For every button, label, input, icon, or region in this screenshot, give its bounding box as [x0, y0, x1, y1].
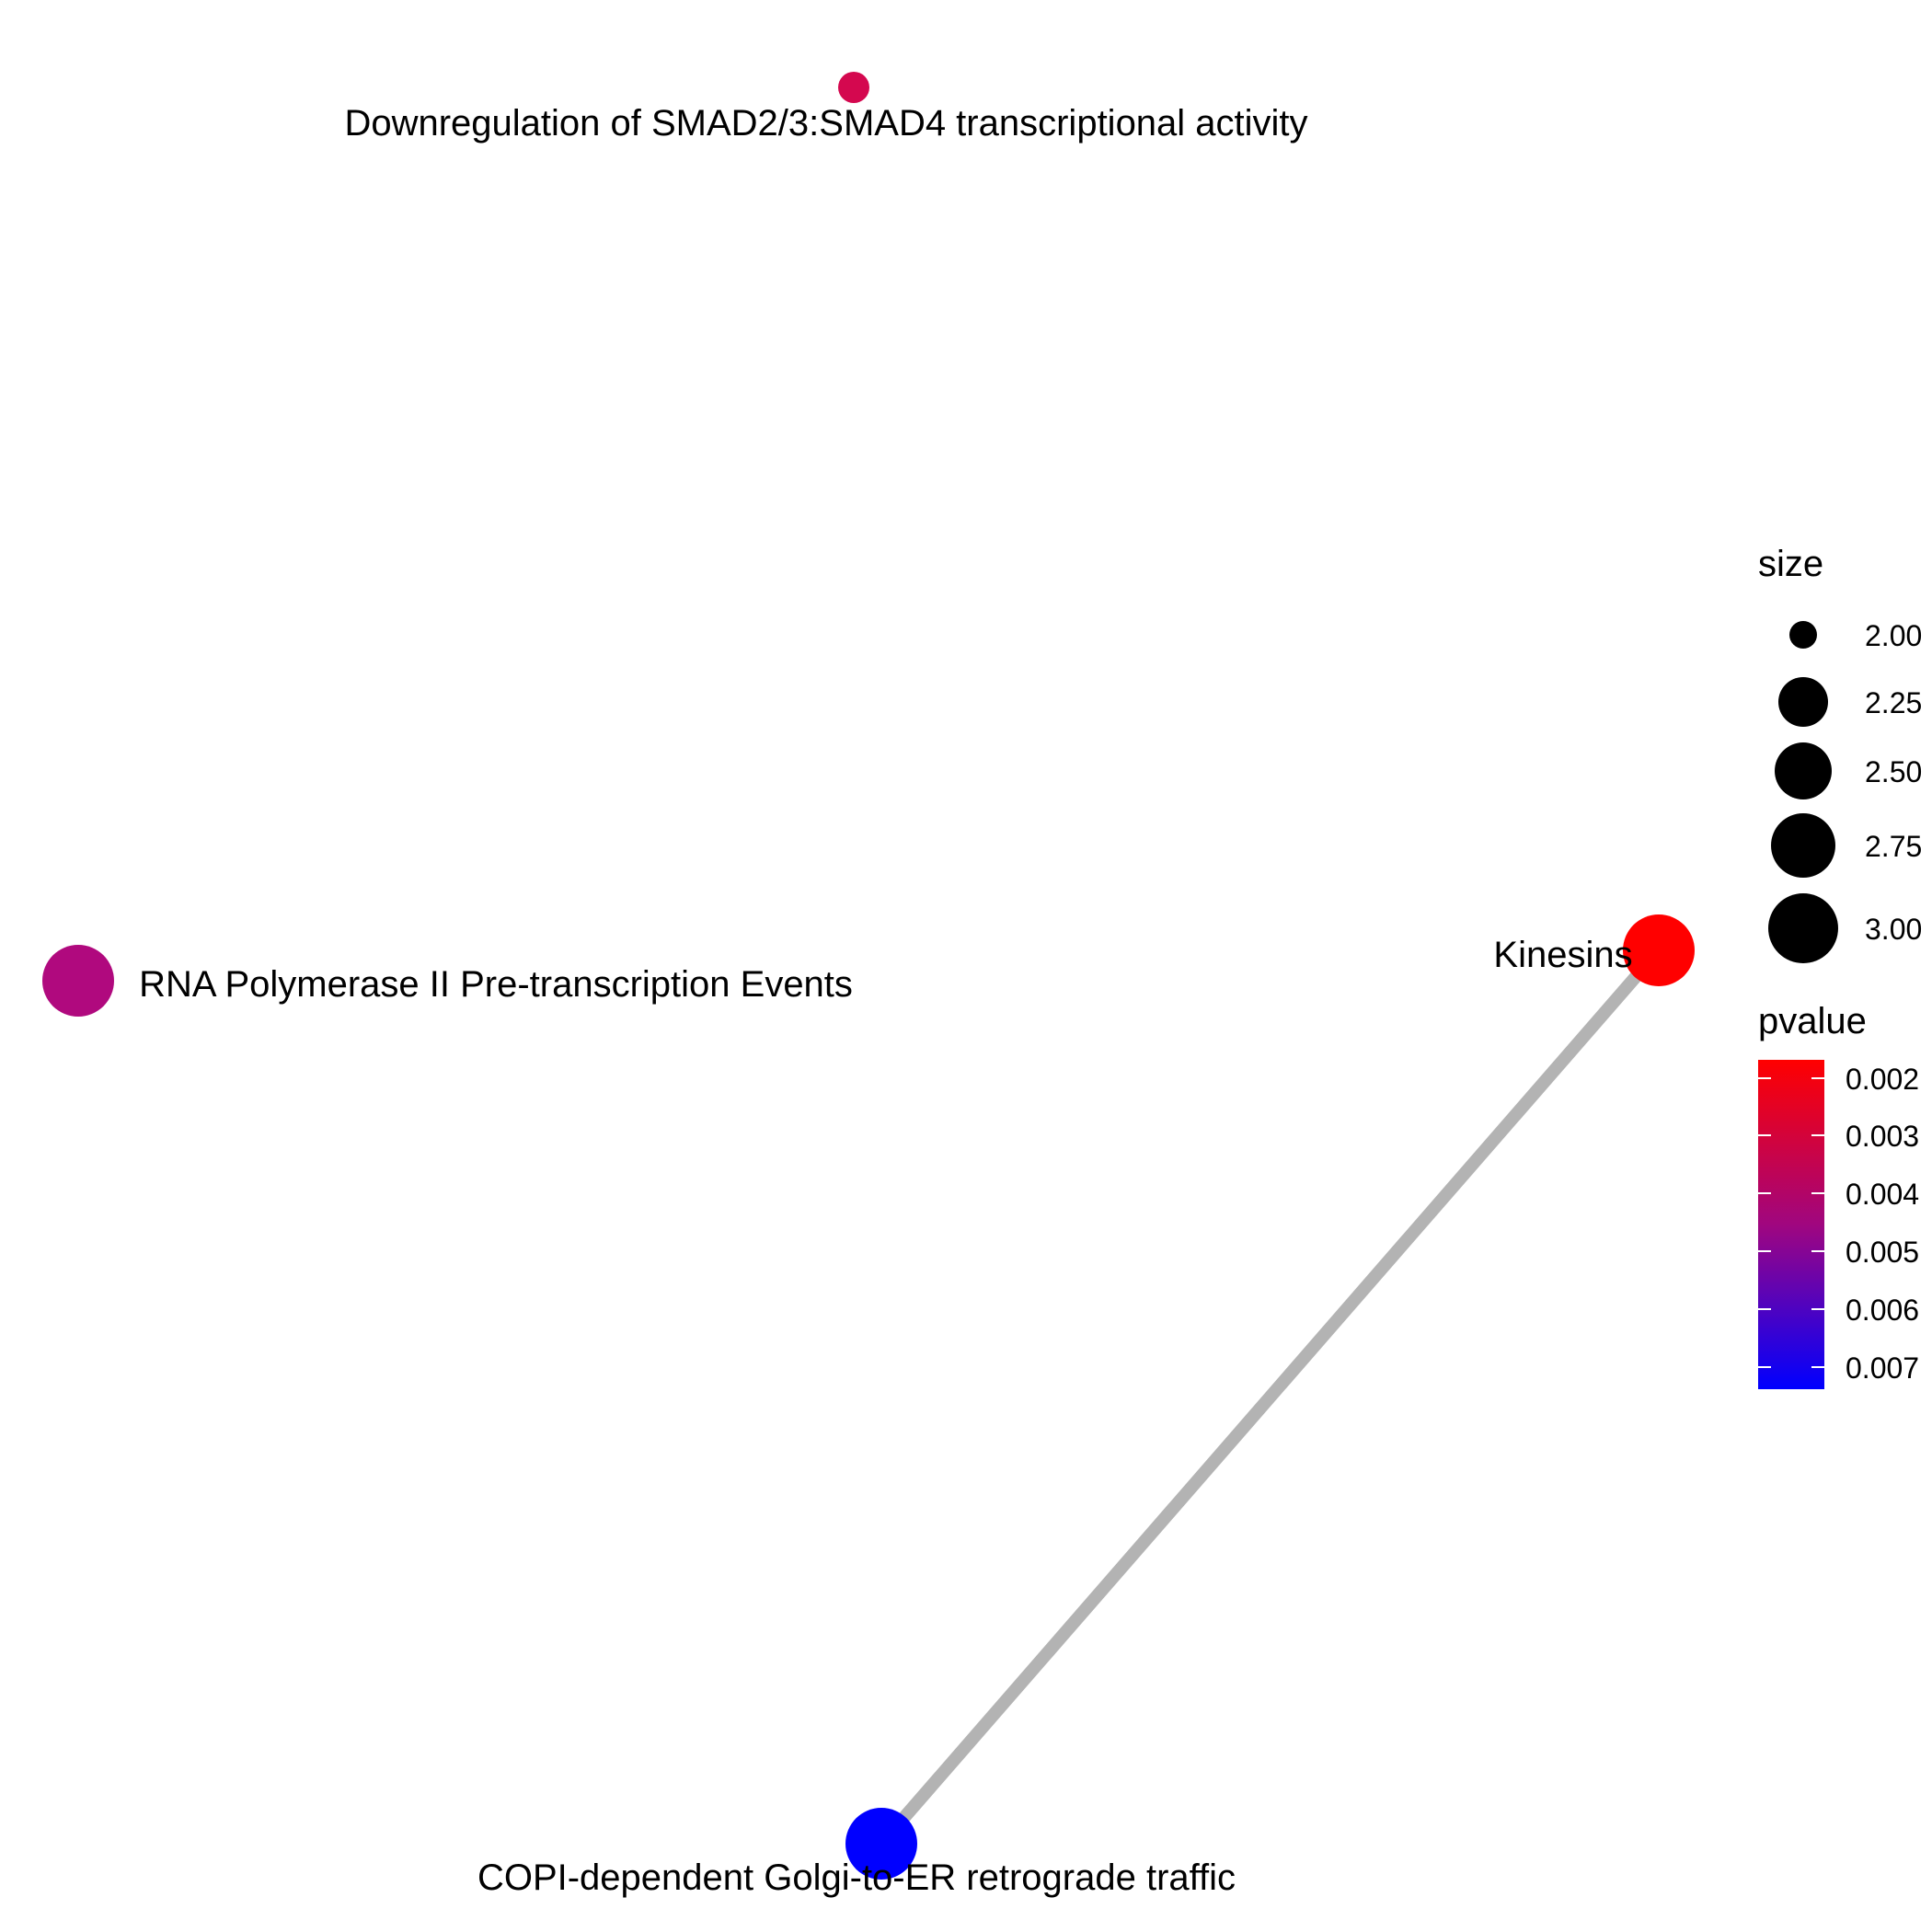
size-legend-key-2-50: [1775, 742, 1832, 799]
size-legend-key-2-00: [1789, 621, 1817, 649]
pvalue-tick-label-1: 0.003: [1846, 1120, 1919, 1153]
size-legend-title: size: [1758, 544, 1823, 584]
pvalue-legend-title: pvalue: [1758, 1001, 1867, 1041]
pvalue-tick-label-2: 0.004: [1846, 1178, 1919, 1211]
edge-layer: [876, 946, 1664, 1848]
pvalue-tick-label-4: 0.006: [1846, 1294, 1919, 1327]
size-legend-key-3-00: [1768, 893, 1838, 963]
pvalue-colorbar-ticks: [1758, 1077, 1824, 1368]
node-label-copi: COPI-dependent Golgi-to-ER retrograde tr…: [477, 1857, 1236, 1898]
node-label-kinesins: Kinesins: [1493, 935, 1632, 975]
pvalue-tick-label-3: 0.005: [1846, 1236, 1919, 1269]
label-layer: Downregulation of SMAD2/3:SMAD4 transcri…: [139, 103, 1633, 1898]
size-legend-label-2-25: 2.25: [1865, 686, 1922, 719]
node-layer: [42, 72, 1695, 1880]
size-legend-label-2-75: 2.75: [1865, 830, 1922, 863]
edge-kinesins-copi: [876, 946, 1664, 1848]
pvalue-legend: pvalue 0.002 0.003 0.004 0.005 0.006 0.0…: [1758, 1001, 1919, 1389]
size-legend-label-2-00: 2.00: [1865, 619, 1922, 652]
size-legend: size 2.00 2.25 2.50 2.75 3.00: [1758, 544, 1922, 963]
node-kinesins[interactable]: [1623, 914, 1695, 986]
node-smad[interactable]: [838, 72, 869, 103]
size-legend-label-2-50: 2.50: [1865, 755, 1922, 788]
node-copi[interactable]: [845, 1808, 917, 1880]
pvalue-tick-label-5: 0.007: [1846, 1351, 1919, 1385]
node-rna[interactable]: [42, 945, 114, 1017]
size-legend-label-3-00: 3.00: [1865, 913, 1922, 946]
node-label-rna: RNA Polymerase II Pre-transcription Even…: [139, 964, 853, 1005]
node-label-smad: Downregulation of SMAD2/3:SMAD4 transcri…: [344, 103, 1307, 144]
size-legend-key-2-25: [1778, 677, 1828, 727]
pvalue-colorbar: [1758, 1060, 1824, 1389]
pvalue-tick-label-0: 0.002: [1846, 1063, 1919, 1096]
size-legend-key-2-75: [1771, 813, 1835, 878]
